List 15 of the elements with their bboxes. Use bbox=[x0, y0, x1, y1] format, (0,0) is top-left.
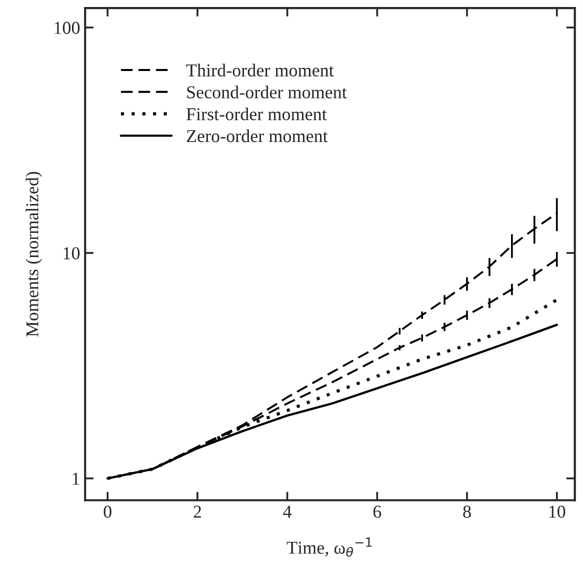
x-tick-label: 4 bbox=[283, 506, 292, 518]
y-axis-title: Moments (normalized) bbox=[26, 172, 42, 337]
y-tick-label: 10 bbox=[64, 247, 80, 260]
x-tick-label: 0 bbox=[104, 506, 112, 518]
y-tick-label: 100 bbox=[54, 22, 80, 34]
legend-label: Third-order moment bbox=[186, 64, 334, 76]
y-tick-label: 1 bbox=[72, 472, 80, 485]
x-tick-label: 10 bbox=[549, 506, 566, 518]
x-tick-label: 2 bbox=[194, 506, 201, 518]
x-axis-title: Time, ω$_{θ}$$^{−1}$ bbox=[286, 538, 372, 557]
x-tick-label: 8 bbox=[463, 506, 471, 518]
legend-label: Zero-order moment bbox=[186, 129, 328, 142]
legend-label: First-order moment bbox=[186, 108, 327, 120]
legend-label: Second-order moment bbox=[187, 86, 347, 98]
x-tick-label: 6 bbox=[373, 506, 382, 518]
